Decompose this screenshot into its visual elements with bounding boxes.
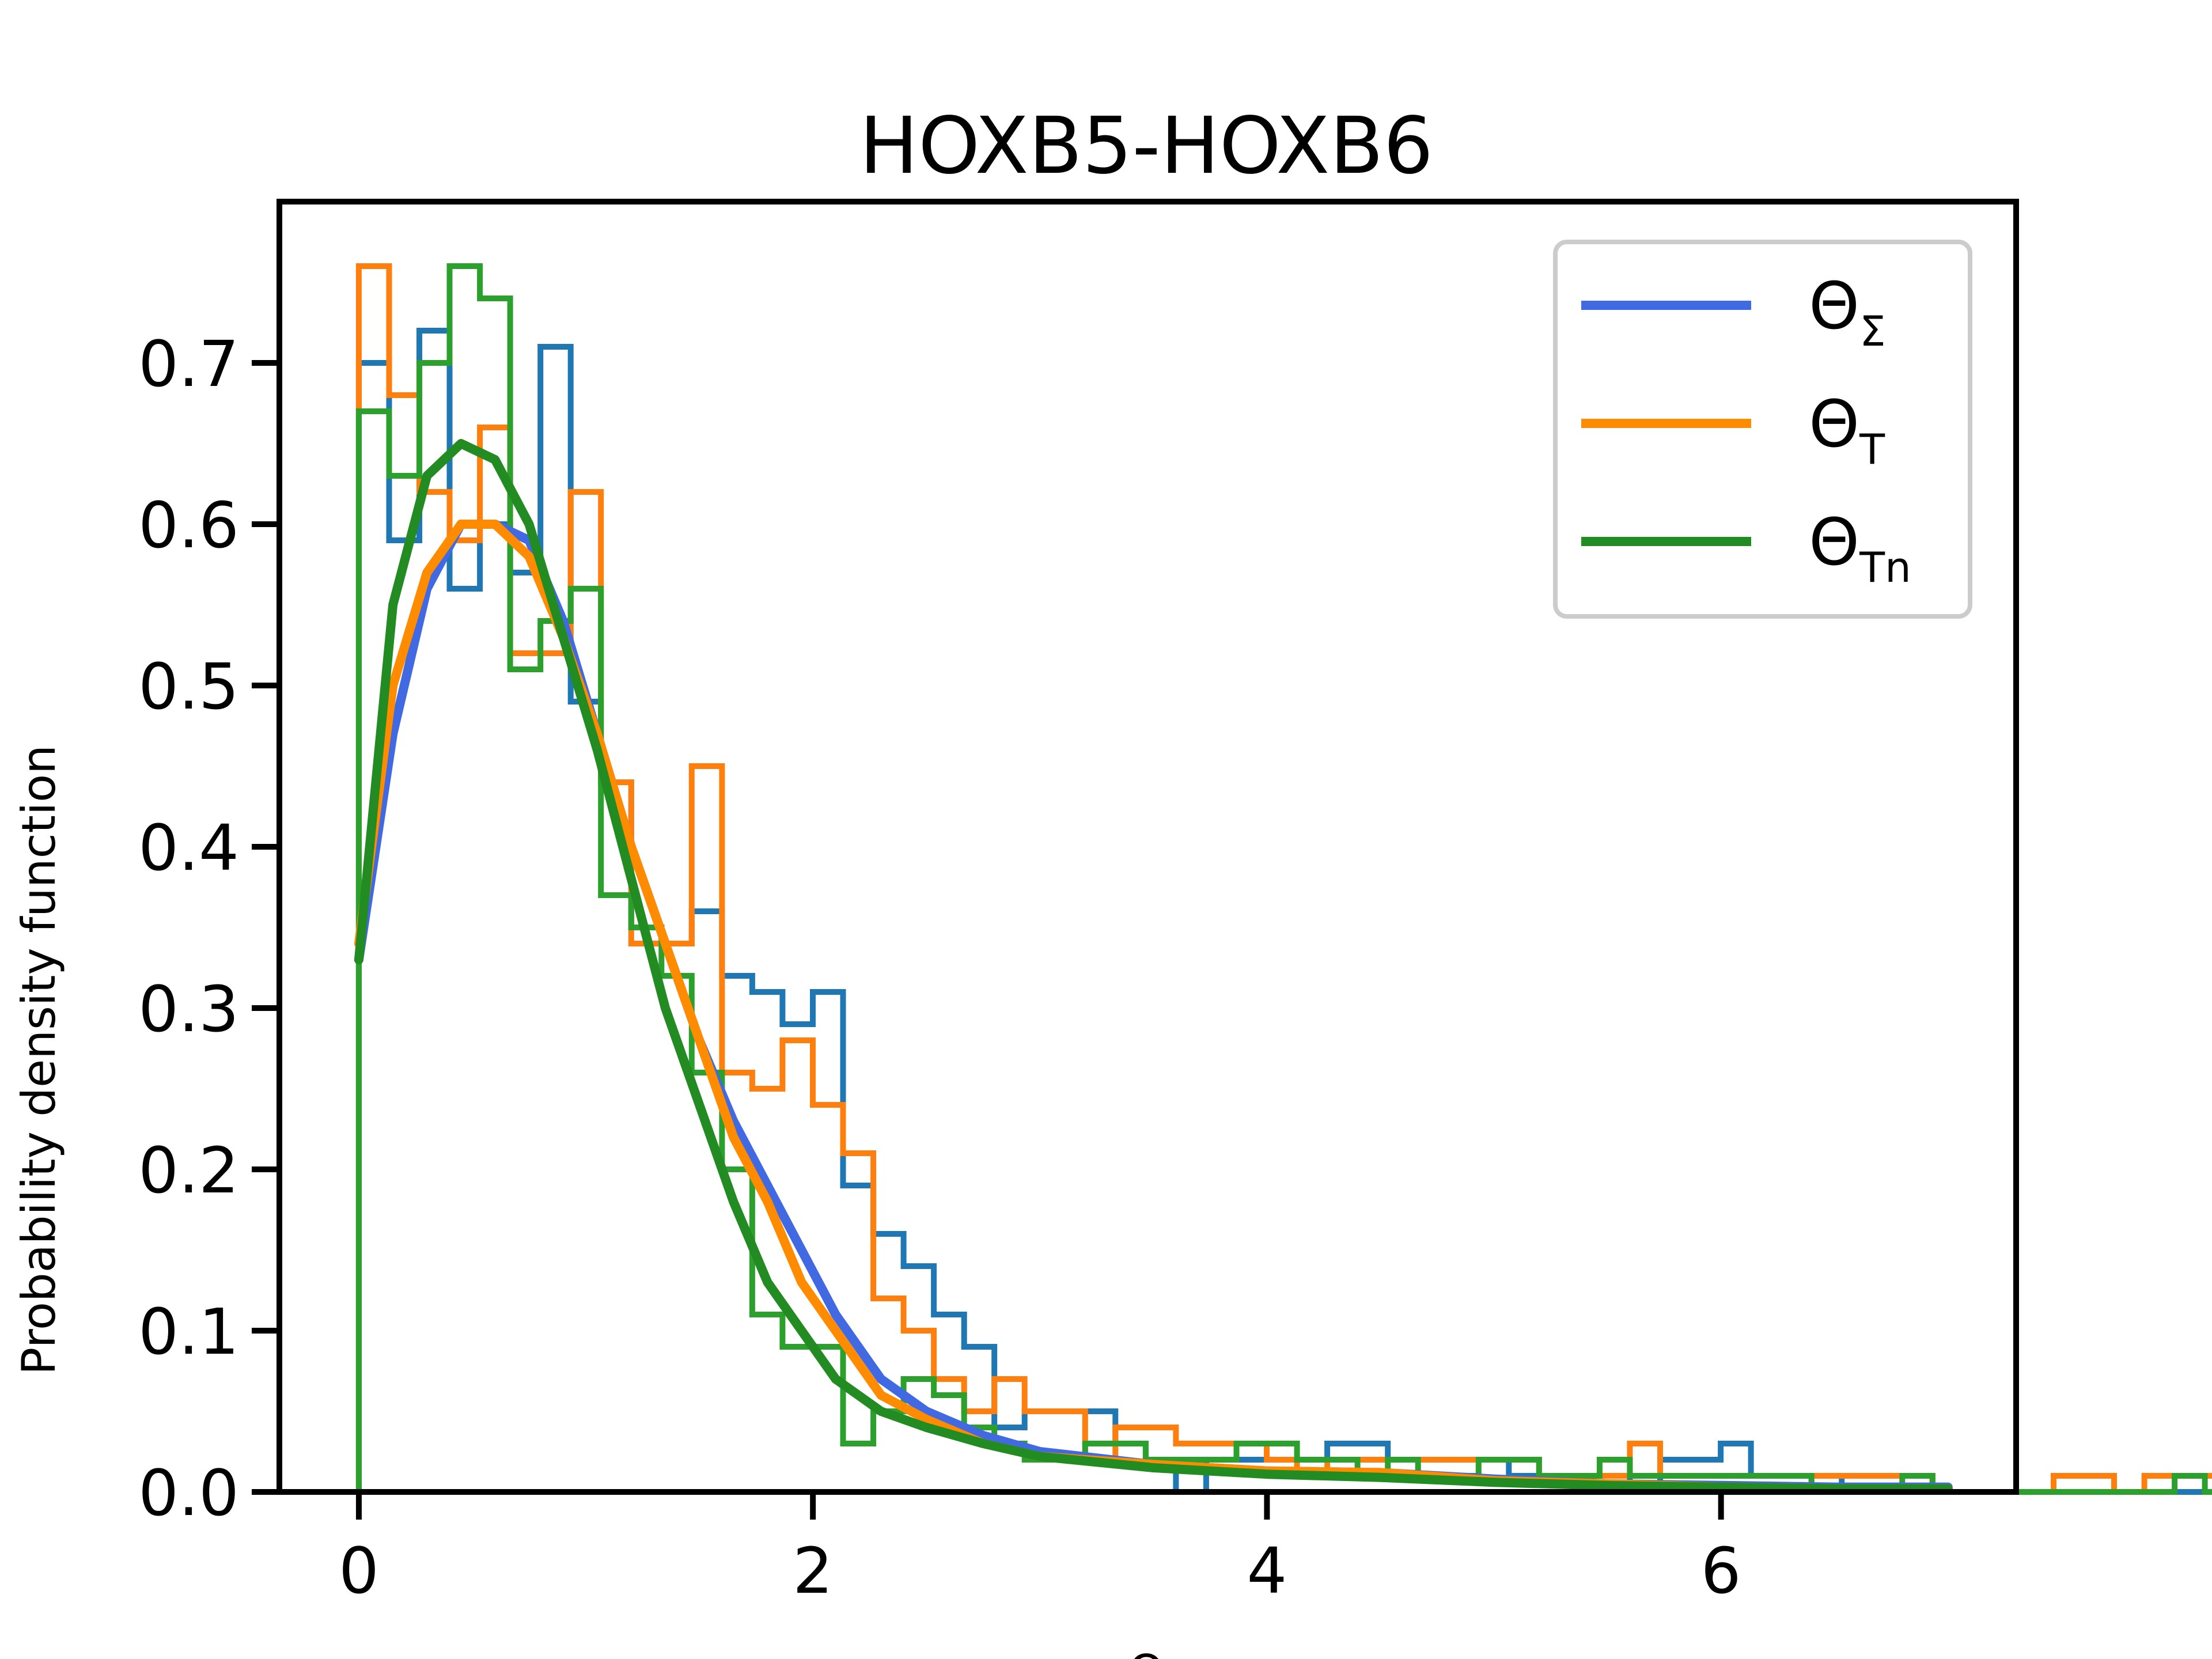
y-tick-label: 0.2: [138, 1134, 239, 1207]
chart-title: HOXB5-HOXB6: [859, 101, 1433, 192]
legend-box: [1553, 240, 1972, 619]
series-line-2: [354, 520, 1953, 1494]
x-tick-label: 4: [1247, 1534, 1287, 1608]
y-tick-label: 0.1: [138, 1295, 239, 1369]
plot-area: [354, 263, 2212, 1495]
x-tick-label: 6: [1701, 1534, 1741, 1608]
legend-label-1: ΘΣ: [1809, 269, 1886, 355]
legend: ΘΣ ΘT ΘTn: [1553, 240, 1972, 619]
y-axis-label: Probability density function: [12, 745, 66, 1375]
x-axis-label: Θ: [1128, 1645, 1165, 1659]
y-tick-label: 0.3: [138, 972, 239, 1046]
series-line-1: [354, 520, 1953, 1492]
y-tick-label: 0.4: [138, 811, 239, 885]
y-tick-label: 0.6: [138, 488, 239, 562]
axes: 0 2 4 6 0.0 0.1 0.2 0.3 0.4 0.5 0.6 0.7: [138, 199, 2019, 1608]
series-line-3: [354, 439, 1953, 1494]
legend-label-2: ΘT: [1809, 387, 1885, 474]
y-tick-label: 0.5: [138, 650, 239, 724]
y-tick-label: 0.0: [138, 1456, 239, 1530]
y-tick-label: 0.7: [138, 327, 239, 401]
x-tick-label: 2: [793, 1534, 833, 1608]
legend-label-3: ΘTn: [1809, 505, 1911, 592]
x-tick-label: 0: [339, 1534, 379, 1608]
